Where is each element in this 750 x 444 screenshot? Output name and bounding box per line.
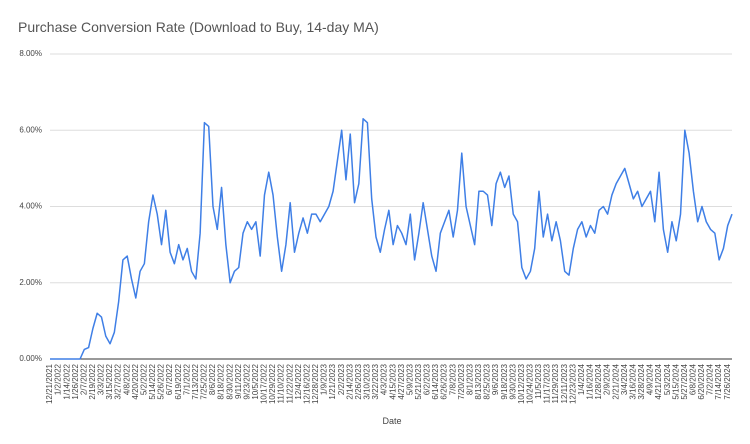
- y-tick-label: 4.00%: [19, 202, 42, 211]
- x-tick-label: 11/17/2023: [543, 363, 552, 403]
- x-tick-label: 11/5/2023: [534, 363, 543, 399]
- x-tick-label: 1/9/2023: [320, 363, 329, 395]
- x-tick-label: 5/21/2023: [414, 363, 423, 399]
- x-tick-label: 5/27/2024: [680, 363, 689, 399]
- x-tick-label: 11/29/2023: [551, 363, 560, 403]
- x-tick-label: 5/15/2024: [671, 363, 680, 399]
- x-axis-label: Date: [382, 416, 401, 426]
- x-tick-label: 6/7/2022: [165, 363, 174, 395]
- x-tick-label: 4/20/2022: [131, 363, 140, 399]
- x-tick-label: 7/1/2022: [182, 363, 191, 395]
- x-tick-label: 3/16/2024: [628, 363, 637, 399]
- x-tick-label: 8/13/2023: [474, 363, 483, 399]
- x-tick-label: 6/19/2022: [174, 363, 183, 399]
- x-tick-label: 7/25/2022: [200, 363, 209, 399]
- x-tick-label: 10/5/2022: [251, 363, 260, 399]
- x-tick-label: 2/19/2022: [88, 363, 97, 399]
- x-tick-label: 8/25/2023: [483, 363, 492, 399]
- x-tick-label: 4/15/2023: [388, 363, 397, 399]
- x-tick-label: 12/21/2021: [45, 363, 54, 404]
- x-tick-label: 9/11/2022: [234, 363, 243, 399]
- x-tick-label: 4/8/2022: [122, 363, 131, 395]
- x-tick-label: 3/3/2022: [97, 363, 106, 395]
- x-tick-label: 2/26/2023: [354, 363, 363, 399]
- x-tick-label: 4/3/2023: [380, 363, 389, 395]
- x-tick-label: 5/9/2023: [405, 363, 414, 395]
- x-tick-label: 2/21/2024: [611, 363, 620, 399]
- x-tick-label: 10/24/2023: [526, 363, 535, 404]
- x-tick-label: 10/17/2022: [260, 363, 269, 404]
- x-tick-label: 7/2/2024: [706, 363, 715, 395]
- x-tick-label: 4/21/2024: [654, 363, 663, 399]
- x-tick-label: 8/18/2022: [217, 363, 226, 399]
- x-tick-label: 5/3/2024: [663, 363, 672, 395]
- x-tick-label: 8/30/2022: [225, 363, 234, 399]
- x-tick-label: 2/14/2023: [345, 363, 354, 399]
- x-tick-label: 3/27/2022: [114, 363, 123, 399]
- x-tick-label: 5/2/2022: [139, 363, 148, 395]
- x-tick-label: 9/6/2023: [491, 363, 500, 395]
- x-tick-label: 6/20/2024: [697, 363, 706, 399]
- y-tick-label: 6.00%: [19, 125, 42, 134]
- y-tick-label: 0.00%: [19, 354, 42, 363]
- x-tick-label: 3/22/2023: [371, 363, 380, 399]
- x-tick-label: 1/14/2022: [62, 363, 71, 399]
- x-tick-label: 12/16/2022: [302, 363, 311, 404]
- x-tick-label: 6/14/2023: [431, 363, 440, 399]
- x-tick-label: 10/29/2022: [268, 363, 277, 404]
- x-tick-label: 9/23/2022: [242, 363, 251, 399]
- x-tick-label: 12/4/2022: [294, 363, 303, 399]
- x-tick-label: 11/10/2022: [277, 363, 286, 403]
- x-tick-label: 1/28/2024: [594, 363, 603, 399]
- x-tick-label: 7/13/2022: [191, 363, 200, 399]
- x-tick-label: 5/14/2022: [148, 363, 157, 399]
- x-tick-label: 4/27/2023: [397, 363, 406, 399]
- x-tick-label: 6/8/2024: [689, 363, 698, 395]
- x-tick-label: 3/4/2024: [620, 363, 629, 395]
- x-tick-label: 12/23/2023: [568, 363, 577, 404]
- x-tick-label: 7/26/2024: [723, 363, 732, 399]
- x-tick-label: 1/26/2022: [71, 363, 80, 399]
- x-tick-label: 12/28/2022: [311, 363, 320, 404]
- x-tick-label: 3/28/2024: [637, 363, 646, 399]
- x-tick-label: 8/6/2022: [208, 363, 217, 395]
- x-tick-label: 1/4/2024: [577, 363, 586, 395]
- x-tick-label: 12/11/2023: [560, 363, 569, 403]
- x-tick-label: 7/20/2023: [457, 363, 466, 399]
- x-tick-label: 6/26/2023: [440, 363, 449, 399]
- chart-title: Purchase Conversion Rate (Download to Bu…: [18, 19, 379, 35]
- x-tick-label: 2/7/2022: [79, 363, 88, 395]
- x-tick-label: 10/12/2023: [517, 363, 526, 404]
- x-tick-label: 1/2/2022: [54, 363, 63, 395]
- x-tick-label: 5/26/2022: [157, 363, 166, 399]
- x-tick-label: 4/9/2024: [646, 363, 655, 395]
- x-tick-label: 2/9/2024: [603, 363, 612, 395]
- x-tick-label: 1/21/2023: [328, 363, 337, 399]
- x-tick-label: 3/10/2023: [363, 363, 372, 399]
- x-tick-label: 7/14/2024: [714, 363, 723, 399]
- x-tick-label: 11/22/2022: [285, 363, 294, 403]
- x-tick-label: 8/1/2023: [465, 363, 474, 395]
- x-tick-label: 1/16/2024: [586, 363, 595, 399]
- x-tick-label: 9/30/2023: [508, 363, 517, 399]
- x-tick-label: 9/18/2023: [500, 363, 509, 399]
- y-tick-label: 2.00%: [19, 278, 42, 287]
- data-line: [50, 118, 733, 360]
- y-tick-label: 8.00%: [19, 49, 42, 58]
- x-tick-label: 3/15/2022: [105, 363, 114, 399]
- x-tick-label: 6/2/2023: [423, 363, 432, 395]
- x-tick-label: 2/2/2023: [337, 363, 346, 395]
- x-tick-label: 7/8/2023: [448, 363, 457, 395]
